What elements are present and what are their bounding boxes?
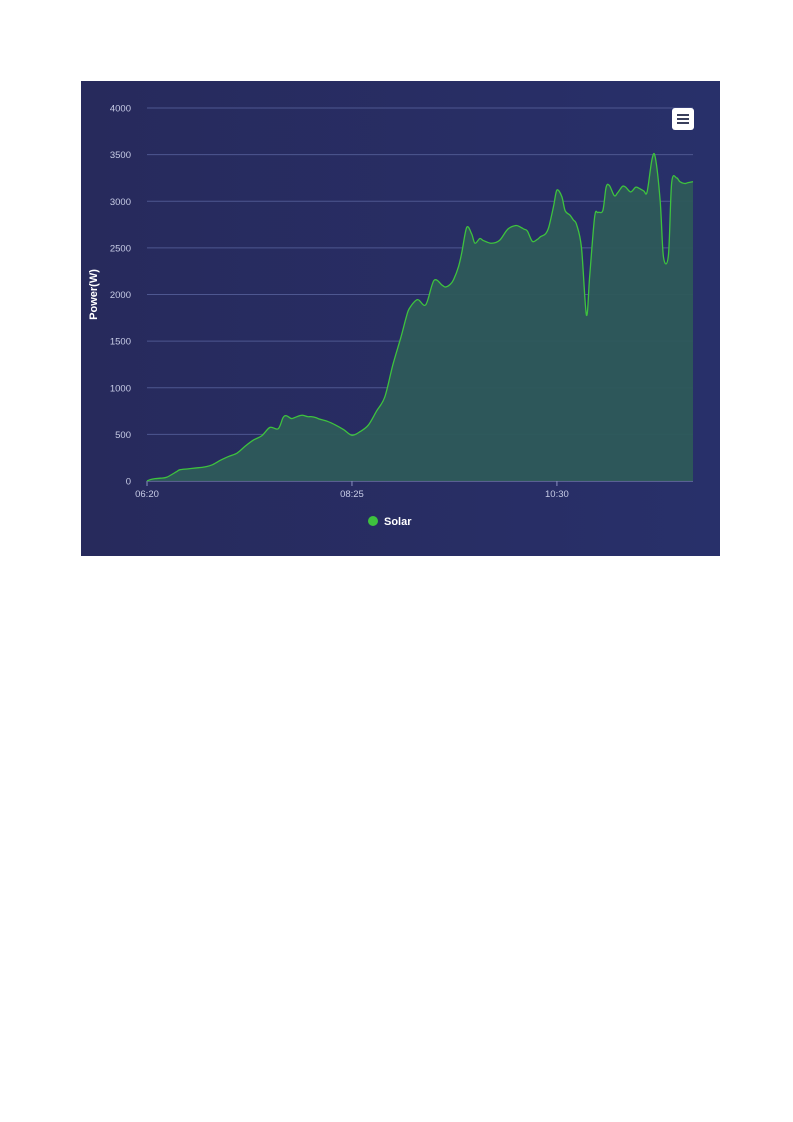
legend[interactable]: Solar [368, 516, 412, 528]
y-axis-label: Power(W) [88, 269, 100, 320]
y-tick-label: 2000 [110, 290, 131, 301]
y-tick-label: 4000 [110, 104, 131, 115]
y-tick-label: 3000 [110, 197, 131, 208]
y-tick-label: 2500 [110, 243, 131, 254]
y-axis-ticks: 0 500 1000 1500 2000 2500 3000 3500 4000 [110, 104, 131, 488]
series-line-solar [146, 152, 694, 482]
x-axis: 06:20 08:25 10:30 [135, 480, 693, 500]
chart-panel: 0 500 1000 1500 2000 2500 3000 3500 4000 06:20 08… [81, 81, 720, 556]
x-tick-label: 06:20 [135, 489, 159, 500]
y-tick-label: 1500 [110, 337, 131, 348]
x-tick-label: 10:30 [545, 489, 569, 500]
hamburger-menu-icon [677, 114, 689, 124]
y-tick-label: 500 [115, 430, 131, 441]
y-tick-label: 1000 [110, 383, 131, 394]
x-tick-label: 08:25 [340, 489, 364, 500]
legend-label-solar: Solar [384, 516, 412, 528]
y-tick-label: 3500 [110, 150, 131, 161]
chart-context-menu-button[interactable] [672, 108, 694, 130]
series-area-solar [147, 153, 693, 481]
y-tick-label: 0 [126, 477, 131, 488]
series-solar [146, 152, 694, 482]
legend-marker-solar [368, 516, 378, 526]
solar-area-chart: 0 500 1000 1500 2000 2500 3000 3500 4000 06:20 08… [88, 104, 694, 528]
